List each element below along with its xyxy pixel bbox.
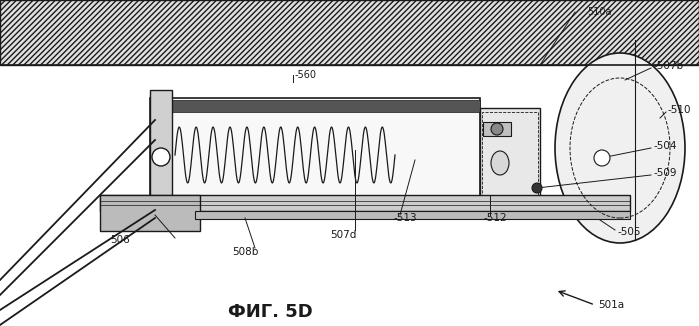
Ellipse shape — [491, 151, 509, 175]
Circle shape — [532, 183, 542, 193]
Text: -505: -505 — [617, 227, 640, 237]
Text: ФИГ. 5D: ФИГ. 5D — [228, 303, 312, 321]
Text: -507b: -507b — [653, 61, 683, 71]
Text: 507d: 507d — [330, 230, 356, 240]
Bar — [482, 112, 538, 196]
Circle shape — [594, 150, 610, 166]
Bar — [150, 98, 480, 208]
Bar — [480, 108, 540, 200]
Text: 510a: 510a — [587, 7, 612, 17]
Text: 501a: 501a — [598, 300, 624, 310]
Text: -509: -509 — [653, 168, 677, 178]
Text: -510: -510 — [668, 105, 691, 115]
Text: -504: -504 — [653, 141, 677, 151]
Bar — [195, 211, 630, 219]
Text: 506: 506 — [110, 235, 130, 245]
Circle shape — [152, 148, 170, 166]
Bar — [0, 0, 699, 65]
Bar — [100, 195, 200, 231]
Bar — [100, 195, 630, 211]
Text: -513: -513 — [394, 213, 417, 223]
Text: -512: -512 — [484, 213, 507, 223]
Bar — [150, 90, 172, 216]
Ellipse shape — [555, 53, 685, 243]
Bar — [483, 122, 511, 136]
Circle shape — [491, 123, 503, 135]
Text: 508b: 508b — [232, 247, 259, 257]
Text: -560: -560 — [295, 70, 317, 80]
Bar — [150, 100, 480, 112]
